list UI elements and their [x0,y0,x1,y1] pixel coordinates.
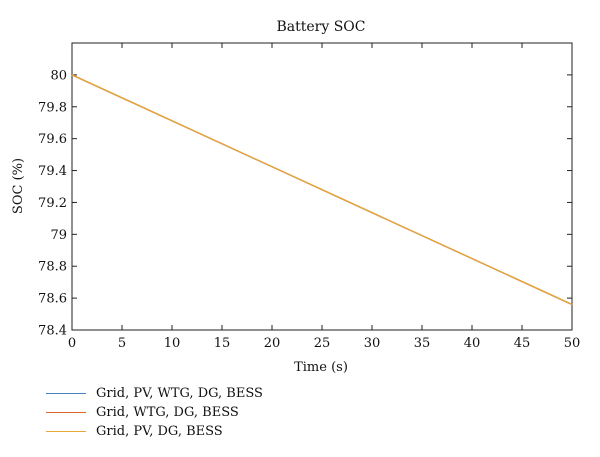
y-tick-label: 79.6 [38,132,67,147]
plot-area: 0 5 10 15 20 25 30 35 40 45 50 78.4 78.6 78.8 79 79.2 79… [38,42,581,351]
line-chart: Battery SOC 0 5 10 15 20 25 30 35 40 45 50 78.4 78.6… [11,19,581,375]
x-tick-label: 20 [264,336,281,351]
x-axis-label: Time (s) [294,360,348,375]
x-tick-label: 35 [414,336,431,351]
y-tick-label: 79 [50,228,67,243]
x-tick-label: 10 [164,336,181,351]
legend-item: Grid, PV, DG, BESS [46,422,263,441]
legend-label: Grid, WTG, DG, BESS [96,405,239,420]
y-tick-label: 79.2 [38,196,67,211]
x-tick-label: 50 [564,336,581,351]
legend: Grid, PV, WTG, DG, BESS Grid, WTG, DG, B… [46,384,263,441]
y-tick-label: 79.8 [38,100,67,115]
y-tick-label: 78.4 [38,324,67,339]
legend-item: Grid, PV, WTG, DG, BESS [46,384,263,403]
y-tick-label: 78.8 [38,260,67,275]
x-tick-label: 25 [314,336,331,351]
y-tick-label: 79.4 [38,164,67,179]
legend-swatch [46,431,86,432]
legend-label: Grid, PV, DG, BESS [96,424,223,439]
plot-frame [71,42,573,331]
y-tick-label: 78.6 [38,292,67,307]
x-tick-label: 5 [118,336,126,351]
legend-swatch [46,412,86,413]
x-tick-label: 45 [514,336,531,351]
y-tick-label: 80 [50,68,67,83]
legend-item: Grid, WTG, DG, BESS [46,403,263,422]
x-tick-label: 15 [214,336,231,351]
series-line [71,74,573,306]
y-axis-label: SOC (%) [11,158,26,214]
x-tick-label: 0 [68,336,76,351]
chart-title: Battery SOC [276,19,365,35]
legend-label: Grid, PV, WTG, DG, BESS [96,386,263,401]
x-tick-label: 30 [364,336,381,351]
x-tick-label: 40 [464,336,481,351]
legend-swatch [46,393,86,394]
